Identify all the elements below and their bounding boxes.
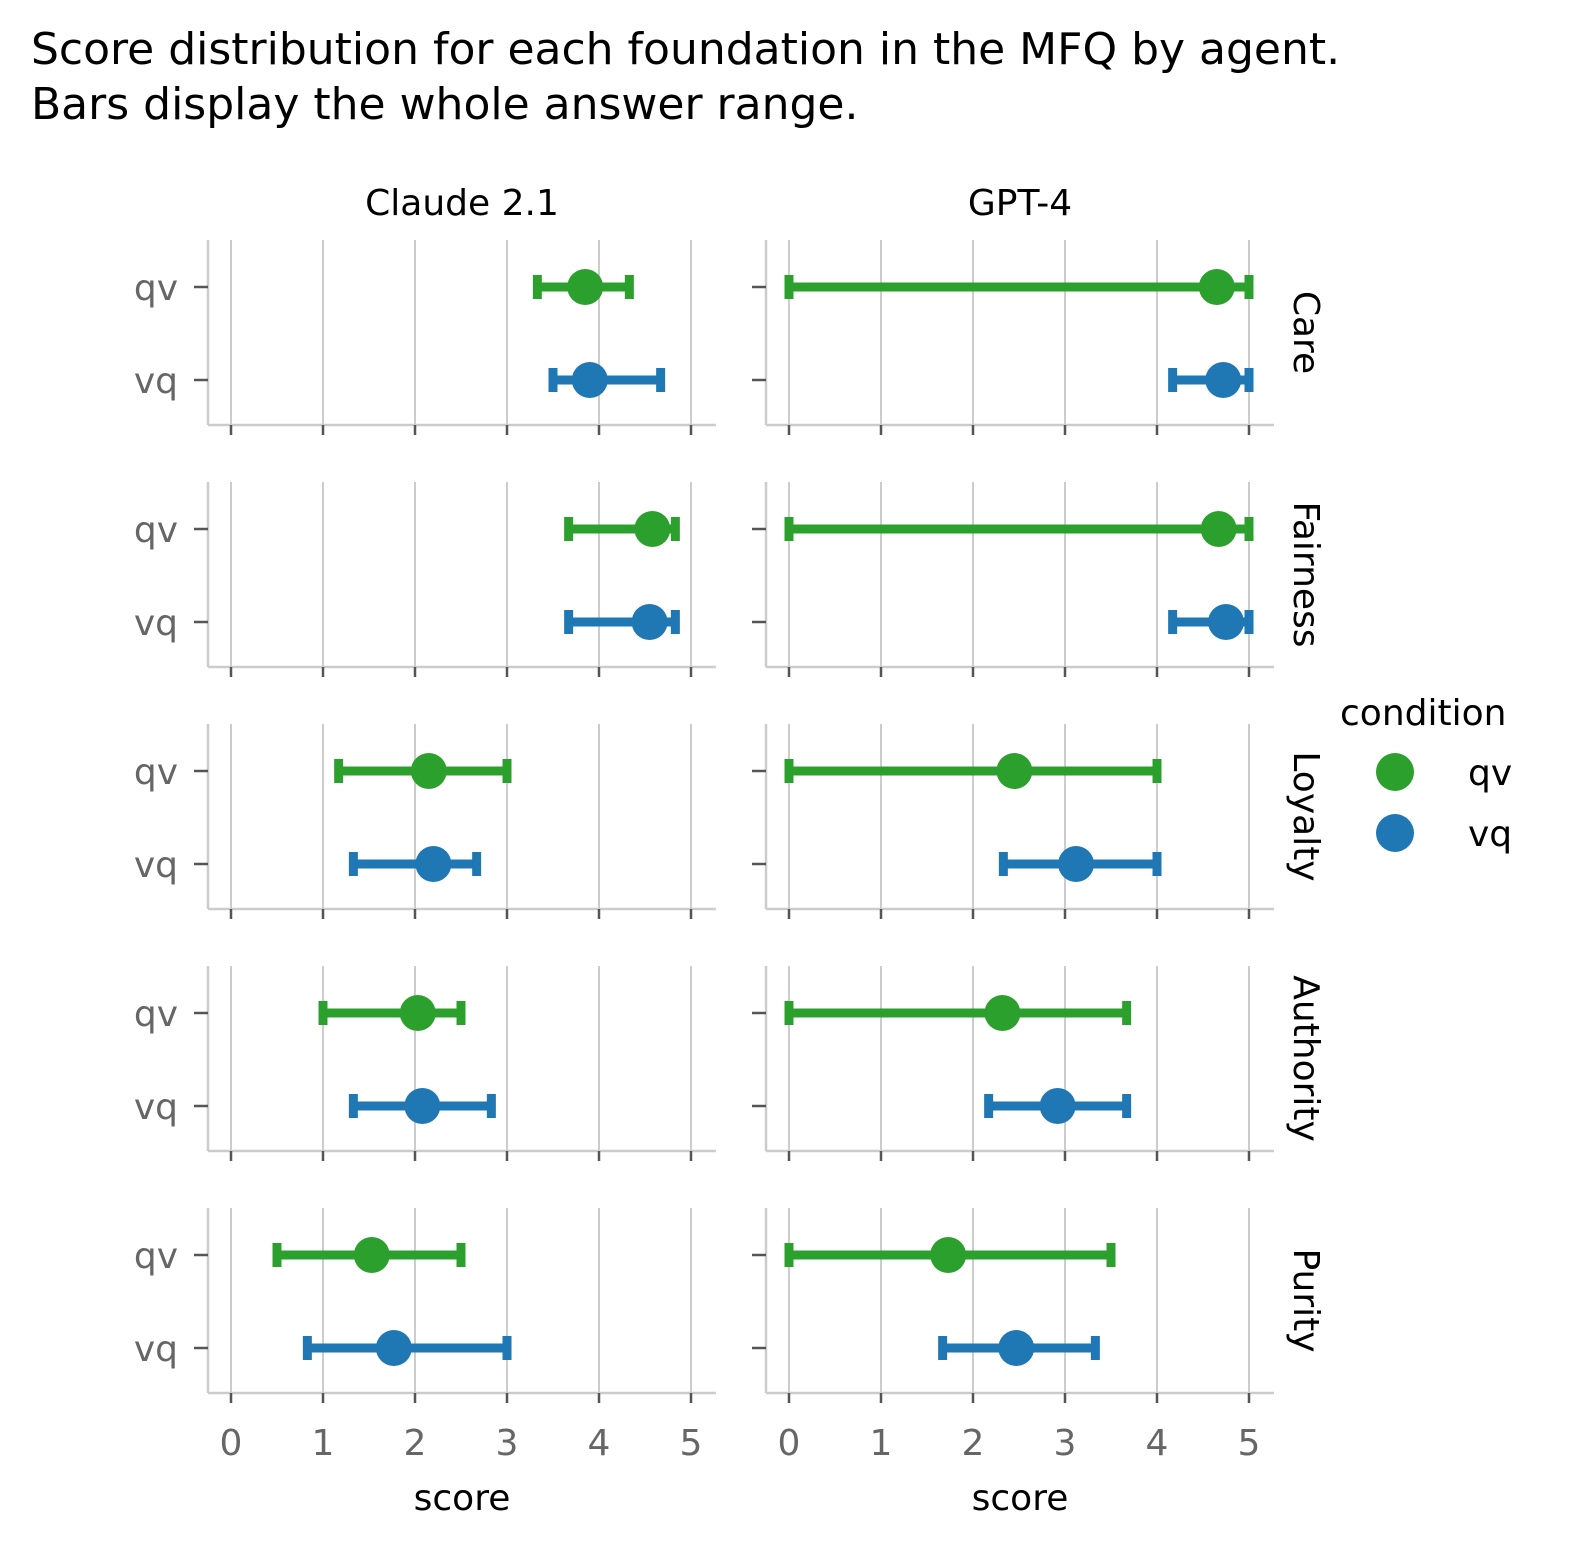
mean-point-claude-2-1-purity-vq bbox=[375, 1330, 412, 1366]
facet-column-label-gpt-4: GPT-4 bbox=[968, 183, 1072, 224]
y-tick-label-authority-qv: qv bbox=[134, 994, 178, 1035]
x-tick-label-gpt-4-3: 3 bbox=[1054, 1423, 1077, 1464]
mean-point-gpt-4-purity-vq bbox=[998, 1330, 1035, 1366]
mean-point-claude-2-1-care-vq bbox=[571, 362, 608, 398]
mean-point-gpt-4-purity-qv bbox=[930, 1237, 967, 1273]
x-tick-label-gpt-4-1: 1 bbox=[870, 1423, 893, 1464]
legend-label-vq: vq bbox=[1468, 814, 1512, 855]
chart-title-line-1: Score distribution for each foundation i… bbox=[31, 24, 1341, 75]
x-tick-label-claude-2-1-0: 0 bbox=[220, 1423, 243, 1464]
x-axis-title-gpt-4: score bbox=[972, 1478, 1069, 1519]
facet-row-label-care: Care bbox=[1285, 291, 1326, 374]
y-tick-label-authority-vq: vq bbox=[134, 1087, 178, 1128]
mean-point-gpt-4-loyalty-vq bbox=[1058, 846, 1095, 882]
y-tick-label-fairness-qv: qv bbox=[134, 510, 178, 551]
x-tick-label-claude-2-1-4: 4 bbox=[588, 1423, 611, 1464]
legend-title: condition bbox=[1340, 693, 1506, 734]
x-tick-label-claude-2-1-5: 5 bbox=[680, 1423, 703, 1464]
y-tick-label-loyalty-qv: qv bbox=[134, 752, 178, 793]
x-tick-label-claude-2-1-1: 1 bbox=[312, 1423, 335, 1464]
chart-title-line-2: Bars display the whole answer range. bbox=[31, 79, 859, 130]
legend-label-qv: qv bbox=[1468, 753, 1512, 794]
mean-point-gpt-4-care-qv bbox=[1198, 269, 1235, 305]
y-tick-label-loyalty-vq: vq bbox=[134, 845, 178, 886]
y-tick-label-care-vq: vq bbox=[134, 361, 178, 402]
mean-point-claude-2-1-authority-vq bbox=[404, 1088, 441, 1124]
mean-point-gpt-4-care-vq bbox=[1205, 362, 1242, 398]
y-tick-label-purity-vq: vq bbox=[134, 1329, 178, 1370]
legend-swatch-qv bbox=[1376, 753, 1414, 791]
mean-point-gpt-4-fairness-vq bbox=[1208, 604, 1244, 640]
facet-row-label-purity: Purity bbox=[1285, 1248, 1326, 1352]
mean-point-claude-2-1-loyalty-vq bbox=[415, 846, 452, 882]
facet-column-label-claude-2-1: Claude 2.1 bbox=[365, 183, 559, 224]
x-axis-title-claude-2-1: score bbox=[414, 1478, 511, 1519]
mean-point-claude-2-1-purity-qv bbox=[353, 1237, 390, 1273]
x-tick-label-claude-2-1-3: 3 bbox=[496, 1423, 519, 1464]
x-tick-label-gpt-4-5: 5 bbox=[1238, 1423, 1261, 1464]
mean-point-gpt-4-authority-qv bbox=[984, 995, 1021, 1031]
mean-point-gpt-4-authority-vq bbox=[1039, 1088, 1076, 1124]
mean-point-gpt-4-loyalty-qv bbox=[996, 753, 1033, 789]
y-tick-label-care-qv: qv bbox=[134, 268, 178, 309]
x-tick-label-gpt-4-4: 4 bbox=[1146, 1423, 1169, 1464]
facet-row-label-authority: Authority bbox=[1285, 975, 1326, 1142]
mean-point-claude-2-1-fairness-qv bbox=[634, 511, 671, 547]
x-tick-label-gpt-4-0: 0 bbox=[778, 1423, 801, 1464]
facet-row-label-loyalty: Loyalty bbox=[1285, 751, 1326, 881]
x-tick-label-gpt-4-2: 2 bbox=[962, 1423, 985, 1464]
facet-row-label-fairness: Fairness bbox=[1285, 501, 1326, 647]
y-tick-label-purity-qv: qv bbox=[134, 1236, 178, 1277]
y-tick-label-fairness-vq: vq bbox=[134, 603, 178, 644]
x-tick-label-claude-2-1-2: 2 bbox=[404, 1423, 427, 1464]
chart-title: Score distribution for each foundation i… bbox=[31, 22, 1340, 132]
mean-point-claude-2-1-fairness-vq bbox=[631, 604, 668, 640]
mean-point-claude-2-1-authority-qv bbox=[399, 995, 436, 1031]
legend-swatch-vq bbox=[1376, 814, 1414, 852]
mean-point-claude-2-1-loyalty-qv bbox=[410, 753, 447, 789]
mean-point-claude-2-1-care-qv bbox=[567, 269, 604, 305]
mean-point-gpt-4-fairness-qv bbox=[1200, 511, 1237, 547]
